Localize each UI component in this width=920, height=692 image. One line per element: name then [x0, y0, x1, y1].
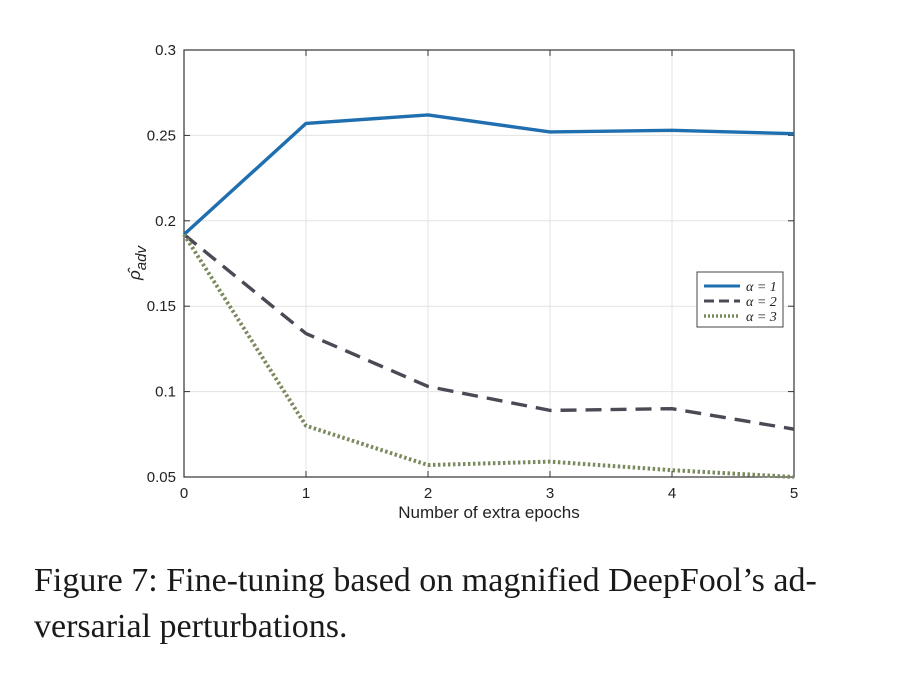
- grid: [184, 50, 794, 477]
- x-tick-label: 2: [424, 485, 432, 502]
- x-axis-label: Number of extra epochs: [398, 503, 579, 522]
- series-lines: [182, 113, 795, 479]
- axis-ticks: 0 1 2 3 4 5 0.05 0.1 0.15 0.2 0.25 0.3: [147, 42, 798, 502]
- y-tick-label: 0.3: [155, 42, 176, 59]
- y-axis-label-sub: adv: [133, 245, 150, 271]
- x-tick-label: 0: [180, 485, 188, 502]
- series-line-alpha-2: [182, 233, 795, 431]
- caption-line-1: Figure 7: Fine-tuning based on magnified…: [34, 562, 817, 599]
- plot-frame: [183, 49, 795, 478]
- y-tick-label: 0.15: [147, 298, 176, 315]
- y-axis-label: ρ̂adv: [125, 245, 150, 281]
- legend-label: α = 1: [746, 280, 777, 295]
- y-tick-label: 0.2: [155, 213, 176, 230]
- chart: 0 1 2 3 4 5 0.05 0.1 0.15 0.2 0.25 0.3 Number of ex…: [125, 42, 798, 522]
- y-tick-label: 0.05: [147, 469, 176, 486]
- x-tick-label: 3: [546, 485, 554, 502]
- y-tick-label: 0.25: [147, 127, 176, 144]
- x-tick-label: 1: [302, 485, 310, 502]
- series-line-alpha-3: [182, 233, 795, 479]
- y-tick-label: 0.1: [155, 384, 176, 401]
- legend-label: α = 3: [746, 310, 777, 325]
- caption-line-2: versarial perturbations.: [34, 608, 348, 645]
- x-tick-label: 5: [790, 485, 798, 502]
- figure-caption: Figure 7: Fine-tuning based on magnified…: [34, 558, 886, 650]
- svg-text:ρ̂adv: ρ̂adv: [125, 245, 150, 281]
- y-axis-label-main: ρ̂: [125, 267, 144, 281]
- legend-label: α = 2: [746, 295, 777, 310]
- legend-items: α = 1α = 2α = 3: [704, 280, 777, 325]
- series-line-alpha-1: [182, 113, 795, 236]
- x-tick-label: 4: [668, 485, 676, 502]
- legend: α = 1α = 2α = 3: [696, 271, 784, 328]
